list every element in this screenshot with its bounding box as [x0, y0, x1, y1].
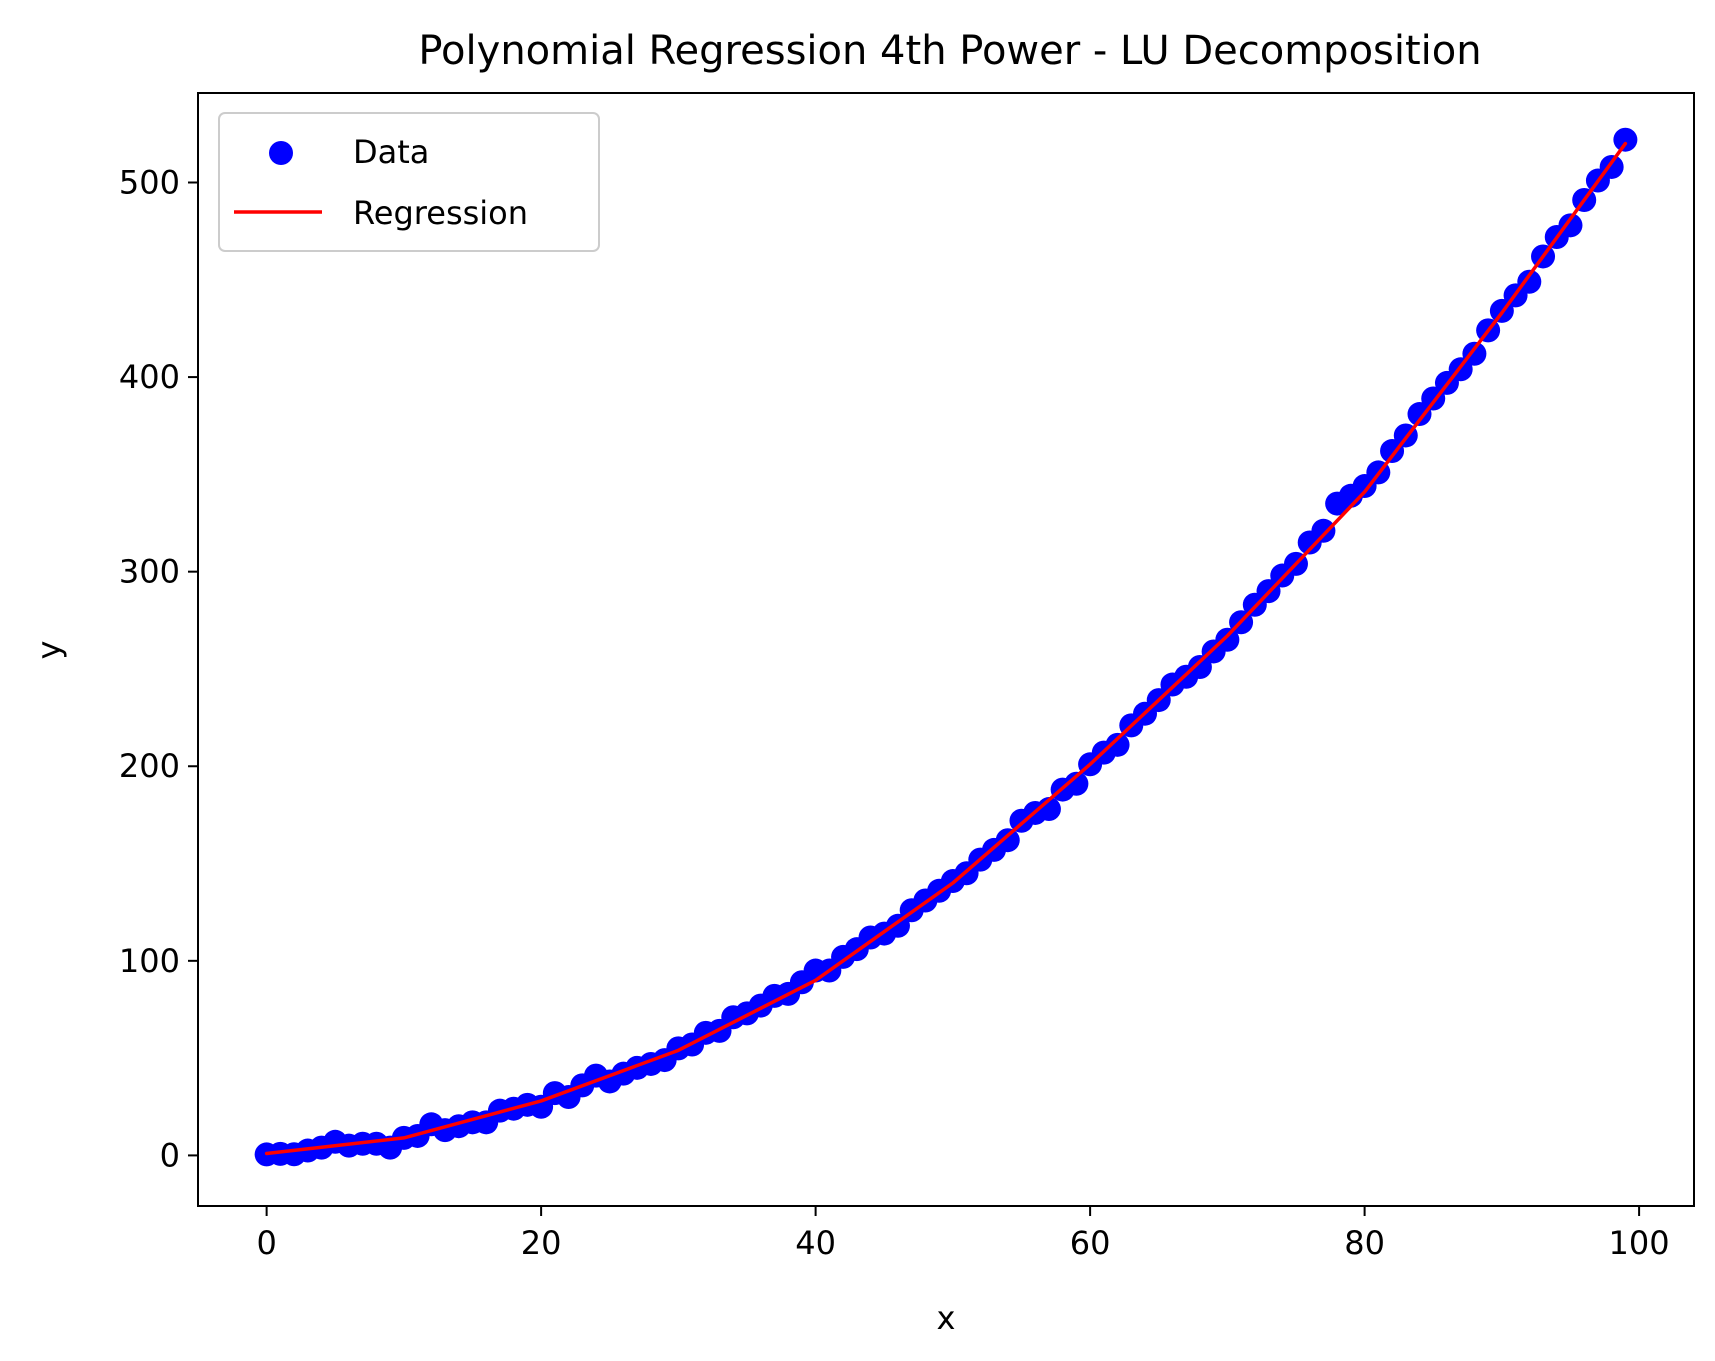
- data-point: [1558, 213, 1583, 238]
- legend-label-data: Data: [353, 133, 429, 171]
- y-tick-label: 100: [119, 942, 180, 980]
- x-tick-label: 20: [521, 1224, 562, 1262]
- axes-frame: [197, 92, 1695, 1207]
- x-tick-label: 100: [1609, 1224, 1670, 1262]
- y-axis-label: y: [30, 641, 68, 660]
- y-tick-label: 400: [119, 358, 180, 396]
- y-tick-label: 200: [119, 747, 180, 785]
- legend: Data Regression: [218, 112, 600, 252]
- regression-line: [264, 141, 1628, 1156]
- x-tick-label: 40: [795, 1224, 836, 1262]
- y-tick-label: 300: [119, 553, 180, 591]
- data-point: [1407, 402, 1432, 427]
- data-point: [1215, 627, 1240, 652]
- data-point: [1462, 341, 1487, 366]
- data-point: [1311, 518, 1336, 543]
- chart-title: Polynomial Regression 4th Power - LU Dec…: [418, 28, 1481, 74]
- legend-label-regression: Regression: [353, 194, 528, 232]
- y-axis: 0 100 200 300 400 500: [119, 164, 198, 1174]
- data-point: [995, 828, 1020, 853]
- data-point: [1517, 269, 1542, 294]
- data-point: [1380, 439, 1405, 464]
- data-point: [1105, 732, 1130, 757]
- x-axis-label: x: [937, 1299, 956, 1337]
- plot-area: [254, 127, 1638, 1167]
- data-point: [1187, 655, 1212, 680]
- x-tick-label: 0: [256, 1224, 276, 1262]
- data-point: [1064, 771, 1089, 796]
- y-tick-label: 500: [119, 164, 180, 202]
- data-point: [1613, 127, 1638, 152]
- legend-box: [218, 112, 600, 252]
- y-tick-label: 0: [160, 1136, 180, 1174]
- legend-marker-data: [269, 141, 293, 165]
- x-tick-label: 60: [1070, 1224, 1111, 1262]
- x-tick-label: 80: [1344, 1224, 1385, 1262]
- x-axis: 0 20 40 60 80 100: [256, 1206, 1670, 1262]
